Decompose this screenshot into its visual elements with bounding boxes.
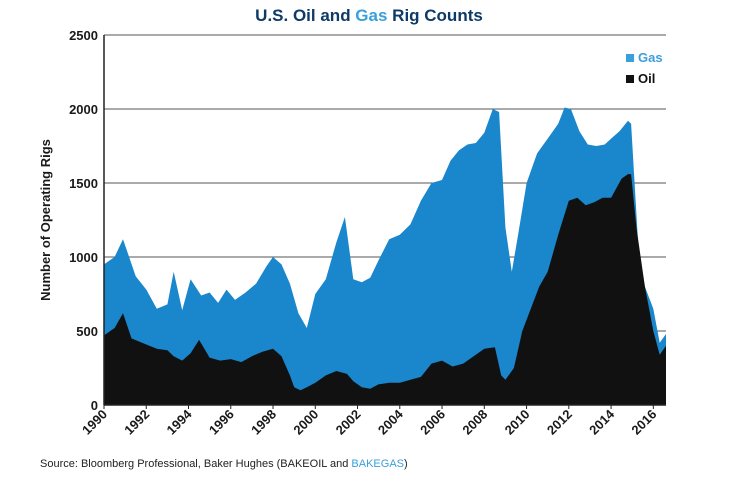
y-tick-label-500: 500	[76, 324, 98, 339]
x-tick-label-2000: 2000	[290, 407, 321, 438]
y-tick-label-1000: 1000	[69, 250, 98, 265]
chart-title-gas: Gas	[355, 6, 388, 25]
x-tick-label-1990: 1990	[79, 407, 110, 438]
y-axis-label: Number of Operating Rigs	[38, 139, 53, 301]
legend-swatch-gas	[626, 54, 634, 62]
legend-label-oil: Oil	[638, 71, 655, 86]
x-tick-label-2006: 2006	[417, 407, 448, 438]
x-tick-label-2016: 2016	[628, 407, 659, 438]
chart-title-part1: U.S. Oil and	[255, 6, 356, 25]
source-highlight: BAKEGAS	[351, 458, 404, 470]
x-tick-label-2010: 2010	[502, 407, 533, 438]
x-tick-label-2002: 2002	[333, 407, 364, 438]
x-tick-label-1996: 1996	[206, 407, 237, 438]
legend-swatch-oil	[626, 75, 634, 83]
x-tick-label-2004: 2004	[375, 406, 407, 438]
x-tick-label-2012: 2012	[544, 407, 575, 438]
x-tick-label-1992: 1992	[121, 407, 152, 438]
x-tick-label-2014: 2014	[586, 406, 618, 438]
source-prefix: Source: Bloomberg Professional, Baker Hu…	[40, 458, 352, 470]
legend-label-gas: Gas	[638, 50, 663, 65]
y-tick-label-0: 0	[91, 398, 98, 413]
x-tick-label-2008: 2008	[459, 407, 490, 438]
chart-title-part3: Rig Counts	[387, 6, 483, 25]
x-tick-label-1994: 1994	[164, 406, 196, 438]
x-tick-label-1998: 1998	[248, 407, 279, 438]
y-tick-label-1500: 1500	[69, 176, 98, 191]
oil-area	[104, 174, 666, 405]
y-tick-label-2500: 2500	[69, 28, 98, 43]
y-tick-label-2000: 2000	[69, 102, 98, 117]
chart-title: U.S. Oil and Gas Rig Counts	[0, 6, 738, 26]
source-note: Source: Bloomberg Professional, Baker Hu…	[40, 458, 408, 470]
source-suffix: )	[404, 458, 408, 470]
